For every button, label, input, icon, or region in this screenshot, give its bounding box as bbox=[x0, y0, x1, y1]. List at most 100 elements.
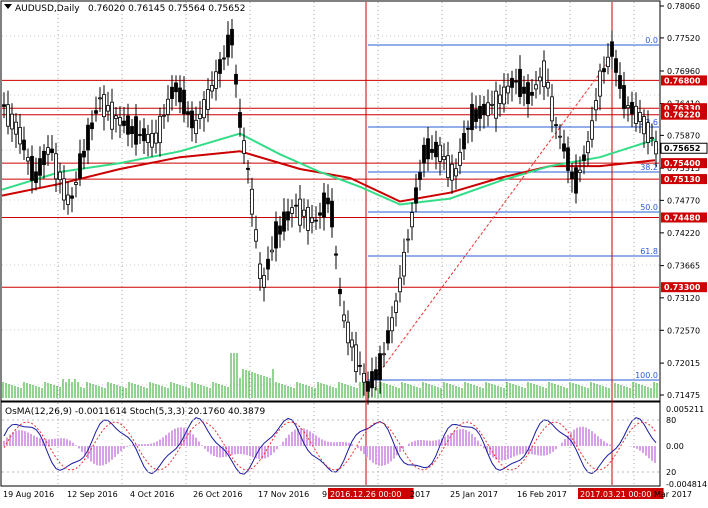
candle-body bbox=[582, 154, 586, 161]
candle-body bbox=[46, 147, 50, 155]
fib-label: 61.8 bbox=[640, 247, 658, 256]
indicator-tick-label: 0.00 bbox=[666, 442, 684, 451]
candle-body bbox=[222, 57, 226, 60]
candle-body bbox=[138, 134, 142, 136]
candle-body bbox=[418, 172, 422, 180]
price-tick-label: 0.75870 bbox=[667, 131, 700, 140]
candle-body bbox=[18, 127, 22, 145]
candle-body bbox=[606, 56, 610, 67]
price-tag-label: 0.74480 bbox=[664, 213, 701, 222]
indicator-tick-label: 20 bbox=[666, 468, 676, 477]
candle-body bbox=[326, 197, 330, 205]
candle-body bbox=[90, 122, 94, 130]
candle-body bbox=[486, 102, 490, 117]
candle-body bbox=[390, 317, 394, 332]
candle-body bbox=[286, 211, 290, 221]
candle-body bbox=[70, 195, 74, 199]
candle-body bbox=[358, 365, 362, 367]
candle-body bbox=[630, 101, 634, 115]
price-tag-label: 0.76800 bbox=[664, 76, 701, 85]
candle-body bbox=[570, 171, 574, 180]
candle-body bbox=[298, 198, 302, 226]
price-tag-box bbox=[661, 75, 707, 86]
candle-body bbox=[482, 103, 486, 116]
candle-body bbox=[526, 82, 530, 105]
stoch-signal-line bbox=[3, 421, 657, 471]
time-label: 12 Sep 2016 bbox=[67, 490, 118, 499]
candle-body bbox=[478, 105, 482, 119]
candle-body bbox=[466, 127, 470, 130]
candle-body bbox=[162, 114, 166, 117]
collapse-arrow-icon[interactable] bbox=[4, 4, 12, 9]
candle-body bbox=[430, 148, 434, 153]
candle-body bbox=[314, 219, 318, 222]
price-tick-label: 0.75315 bbox=[667, 164, 700, 173]
time-label: 9 bbox=[322, 490, 327, 499]
candle-body bbox=[426, 138, 430, 160]
candle-body bbox=[30, 155, 34, 181]
candle-body bbox=[274, 221, 278, 249]
candle-body bbox=[102, 94, 106, 118]
indicator-tick-label: -0.004814 bbox=[666, 480, 707, 489]
price-tag-label: 0.73300 bbox=[664, 283, 701, 292]
candle-body bbox=[490, 103, 494, 106]
candle-body bbox=[246, 167, 250, 170]
candle-body bbox=[262, 275, 266, 288]
candle-body bbox=[590, 120, 594, 140]
candle-body bbox=[278, 225, 282, 235]
candle-body bbox=[154, 132, 158, 144]
candle-body bbox=[454, 168, 458, 177]
indicator-label: OsMA(12,26,9) -0.0011614 Stoch(5,3,3) 20… bbox=[5, 407, 265, 417]
price-tick-label: 0.72015 bbox=[667, 359, 700, 368]
candle-body bbox=[470, 104, 474, 131]
trend-line[interactable] bbox=[367, 56, 613, 388]
candle-body bbox=[350, 339, 354, 348]
candle-body bbox=[42, 150, 46, 165]
candle-body bbox=[618, 75, 622, 89]
moving-averages bbox=[1, 132, 656, 206]
price-tag-box bbox=[661, 282, 707, 293]
time-label: 2016.12.26 00:00 bbox=[330, 490, 401, 499]
candle-body bbox=[170, 86, 174, 99]
price-tag-box bbox=[661, 158, 707, 169]
candle-body bbox=[598, 70, 602, 97]
candle-body bbox=[218, 59, 222, 74]
candle-body bbox=[322, 192, 326, 218]
candle-body bbox=[634, 105, 638, 124]
horizontal-levels[interactable] bbox=[2, 79, 659, 288]
candle-body bbox=[270, 249, 274, 253]
candle-body bbox=[474, 109, 478, 122]
candle-body bbox=[98, 97, 102, 100]
candle-body bbox=[50, 148, 54, 154]
candle-body bbox=[518, 68, 522, 97]
candle-body bbox=[602, 68, 606, 73]
candle-body bbox=[414, 187, 418, 204]
candle-body bbox=[494, 90, 498, 119]
candle-body bbox=[622, 85, 626, 110]
candle-body bbox=[610, 41, 614, 57]
candle-body bbox=[234, 73, 238, 85]
candle-body bbox=[558, 135, 562, 138]
candle-body bbox=[182, 89, 186, 115]
candle-body bbox=[122, 120, 126, 126]
time-marker-box bbox=[578, 488, 664, 499]
candle-body bbox=[294, 204, 298, 207]
candle-body bbox=[14, 121, 18, 135]
candle-body bbox=[38, 158, 42, 176]
vertical-markers[interactable] bbox=[365, 2, 613, 485]
indicator-tick-label: 0.005211 bbox=[666, 405, 704, 414]
candle-body bbox=[10, 113, 14, 130]
candle-body bbox=[398, 277, 402, 293]
candle-body bbox=[226, 34, 230, 58]
candle-body bbox=[6, 104, 10, 127]
candle-body bbox=[338, 289, 342, 295]
candle-body bbox=[374, 369, 378, 380]
time-marker-box bbox=[328, 488, 414, 499]
candle-body bbox=[210, 85, 214, 92]
price-tag-label: 0.75652 bbox=[664, 144, 700, 153]
candle-body bbox=[330, 200, 334, 228]
candle-body bbox=[114, 115, 118, 119]
price-tick-label: 0.74220 bbox=[667, 229, 700, 238]
